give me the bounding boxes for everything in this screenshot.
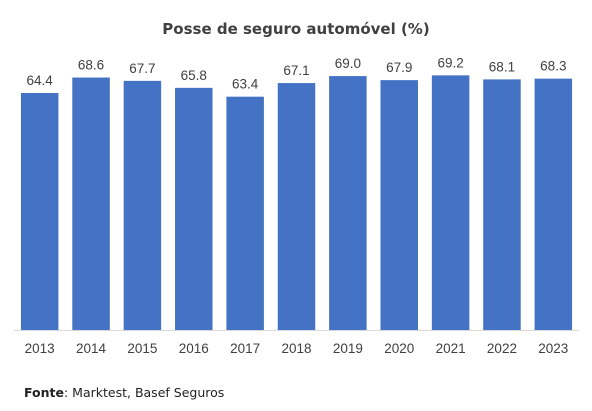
bar-2019 — [329, 76, 367, 330]
chart-title: Posse de seguro automóvel (%) — [162, 20, 430, 38]
bar-2017 — [226, 96, 264, 330]
bar-2014 — [72, 77, 110, 330]
x-tick-label-2019: 2019 — [333, 341, 363, 356]
x-tick-label-2021: 2021 — [436, 341, 466, 356]
value-label-2016: 65.8 — [181, 68, 207, 83]
x-tick-label-2013: 2013 — [25, 341, 55, 356]
bar-2021 — [431, 75, 470, 330]
x-tick-label-2022: 2022 — [487, 341, 517, 356]
value-label-2018: 67.1 — [283, 63, 309, 78]
bar-2018 — [277, 83, 316, 330]
value-label-2019: 69.0 — [335, 56, 361, 71]
value-label-2015: 67.7 — [129, 61, 155, 76]
bar-2015 — [123, 80, 162, 330]
x-tick-label-2014: 2014 — [76, 341, 107, 356]
source-label: Fonte — [24, 385, 64, 400]
x-tick-labels-group: 2013 2014 2015 2016 2017 2018 2019 2020 2021 2022… — [25, 341, 569, 356]
x-tick-label-2015: 2015 — [127, 341, 157, 356]
source-text: : Marktest, Basef Seguros — [63, 385, 225, 400]
x-tick-label-2023: 2023 — [538, 341, 568, 356]
bar-2016 — [175, 87, 213, 330]
value-label-2020: 67.9 — [386, 60, 412, 75]
source-note: Fonte: Marktest, Basef Seguros — [24, 385, 224, 400]
bar-2023 — [534, 78, 573, 330]
value-labels-group: 64.4 68.6 67.7 65.8 63.4 67.1 69.0 67.9 69.2 68.1… — [27, 55, 567, 91]
bar-2020 — [380, 80, 418, 330]
value-label-2017: 63.4 — [232, 77, 259, 92]
value-label-2013: 64.4 — [27, 73, 54, 88]
value-label-2014: 68.6 — [78, 58, 104, 73]
bar-2013 — [20, 93, 59, 330]
x-tick-label-2018: 2018 — [281, 341, 311, 356]
x-tick-label-2016: 2016 — [179, 341, 209, 356]
x-tick-label-2017: 2017 — [230, 341, 260, 356]
bars-group — [20, 75, 573, 330]
value-label-2022: 68.1 — [489, 59, 515, 74]
value-label-2023: 68.3 — [540, 59, 566, 74]
x-tick-label-2020: 2020 — [384, 341, 414, 356]
bar-2022 — [483, 79, 521, 330]
value-label-2021: 69.2 — [437, 55, 463, 70]
